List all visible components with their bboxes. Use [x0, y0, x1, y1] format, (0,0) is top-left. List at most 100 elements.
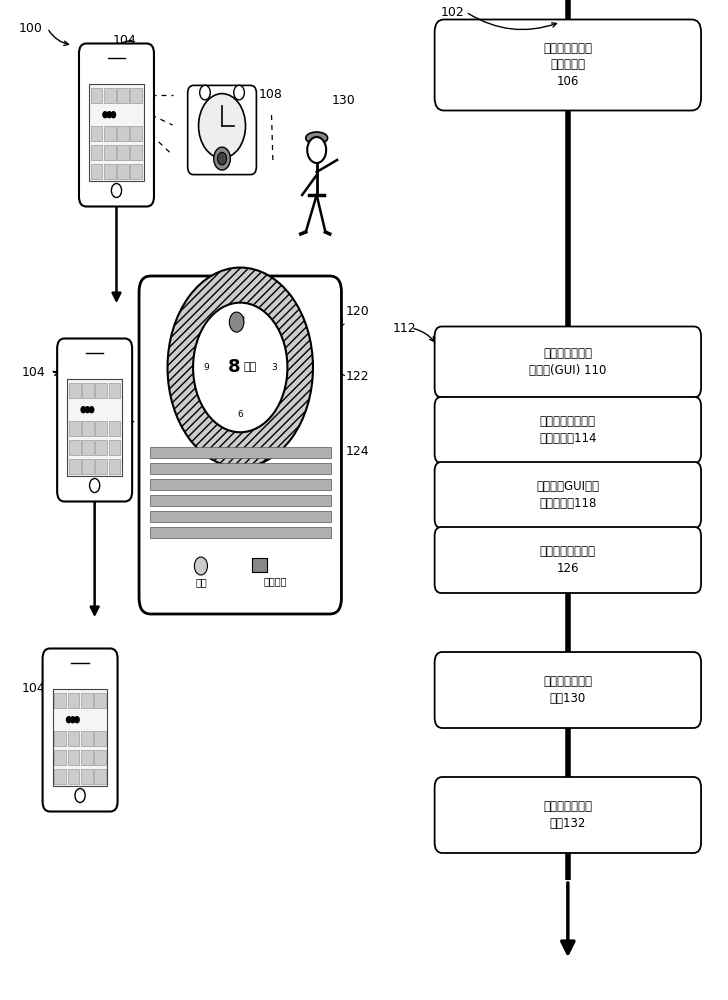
Text: 122: 122: [346, 370, 369, 383]
Circle shape: [90, 479, 100, 492]
Bar: [130, 164, 143, 178]
Circle shape: [229, 312, 244, 332]
Bar: [82, 440, 94, 454]
Bar: [130, 88, 143, 103]
Circle shape: [85, 407, 90, 413]
Bar: [252, 558, 266, 572]
Bar: [108, 383, 120, 397]
Text: 116: 116: [215, 554, 238, 567]
Text: 102: 102: [440, 5, 464, 18]
Bar: [81, 769, 92, 784]
Text: 112: 112: [393, 322, 416, 334]
Text: 104: 104: [22, 682, 46, 694]
Bar: [117, 164, 129, 178]
Bar: [90, 145, 103, 159]
Circle shape: [218, 152, 226, 165]
Circle shape: [167, 268, 313, 467]
Circle shape: [307, 137, 326, 163]
Text: 130: 130: [331, 94, 355, 106]
FancyBboxPatch shape: [435, 777, 701, 853]
Bar: [104, 126, 116, 140]
Circle shape: [66, 717, 71, 723]
Bar: [130, 145, 143, 159]
Text: 104: 104: [113, 33, 137, 46]
Circle shape: [75, 717, 79, 723]
Bar: [130, 126, 143, 140]
FancyBboxPatch shape: [435, 527, 701, 593]
Bar: [95, 459, 107, 474]
Bar: [94, 750, 106, 764]
Bar: [104, 145, 116, 159]
Bar: [117, 88, 129, 103]
FancyBboxPatch shape: [435, 462, 701, 528]
Bar: [94, 731, 106, 746]
FancyBboxPatch shape: [42, 648, 118, 812]
Bar: [150, 479, 331, 490]
Bar: [95, 421, 107, 436]
Bar: [104, 88, 116, 103]
Bar: [69, 459, 81, 474]
Text: 8: 8: [228, 358, 240, 376]
Bar: [95, 440, 107, 454]
Text: 120: 120: [346, 305, 370, 318]
Bar: [82, 459, 94, 474]
Text: 睡眠闹钟: 睡眠闹钟: [264, 576, 288, 586]
Bar: [150, 495, 331, 506]
Text: 6: 6: [237, 410, 243, 419]
Bar: [94, 693, 106, 708]
Text: 小时: 小时: [244, 362, 257, 372]
Bar: [117, 126, 129, 140]
Bar: [69, 421, 81, 436]
Text: 呈现一个或多个
警报132: 呈现一个或多个 警报132: [543, 800, 593, 830]
Circle shape: [193, 303, 288, 432]
FancyBboxPatch shape: [435, 19, 701, 110]
Text: 12: 12: [234, 316, 246, 325]
Bar: [68, 750, 79, 764]
Text: 9: 9: [203, 363, 209, 372]
Text: 128: 128: [153, 554, 177, 567]
Circle shape: [234, 85, 245, 100]
Bar: [90, 164, 103, 178]
Circle shape: [199, 85, 210, 100]
Circle shape: [90, 407, 94, 413]
Bar: [90, 126, 103, 140]
Circle shape: [81, 407, 85, 413]
FancyBboxPatch shape: [79, 43, 154, 207]
Bar: [54, 750, 66, 764]
Circle shape: [71, 717, 75, 723]
FancyBboxPatch shape: [435, 326, 701, 397]
Bar: [68, 731, 79, 746]
Circle shape: [107, 112, 111, 118]
Circle shape: [103, 112, 107, 118]
FancyBboxPatch shape: [188, 85, 256, 175]
FancyBboxPatch shape: [58, 338, 132, 502]
Bar: [68, 693, 79, 708]
FancyBboxPatch shape: [139, 276, 341, 614]
Bar: [81, 693, 92, 708]
Bar: [69, 383, 81, 397]
Text: 3: 3: [272, 363, 277, 372]
Circle shape: [111, 112, 116, 118]
Bar: [90, 88, 103, 103]
Text: 呈现闹钟GUI的睡
眠闹钟视图118: 呈现闹钟GUI的睡 眠闹钟视图118: [537, 480, 599, 510]
Bar: [150, 527, 331, 538]
Text: 预定一个或多个
警报130: 预定一个或多个 警报130: [543, 675, 593, 705]
Bar: [54, 769, 66, 784]
Bar: [68, 769, 79, 784]
Bar: [52, 688, 108, 786]
Bar: [108, 459, 120, 474]
Text: 108: 108: [258, 89, 282, 102]
FancyBboxPatch shape: [435, 652, 701, 728]
Circle shape: [75, 788, 85, 802]
Ellipse shape: [306, 132, 328, 144]
Text: 呈现闹钟图形用
户界面(GUI) 110: 呈现闹钟图形用 户界面(GUI) 110: [529, 347, 606, 377]
Bar: [82, 383, 94, 397]
Bar: [104, 164, 116, 178]
Bar: [81, 750, 92, 764]
Bar: [150, 463, 331, 474]
Bar: [81, 731, 92, 746]
Circle shape: [214, 147, 230, 170]
Text: 接收睡眠配置信息
126: 接收睡眠配置信息 126: [540, 545, 596, 575]
Bar: [89, 84, 144, 180]
Bar: [54, 693, 66, 708]
